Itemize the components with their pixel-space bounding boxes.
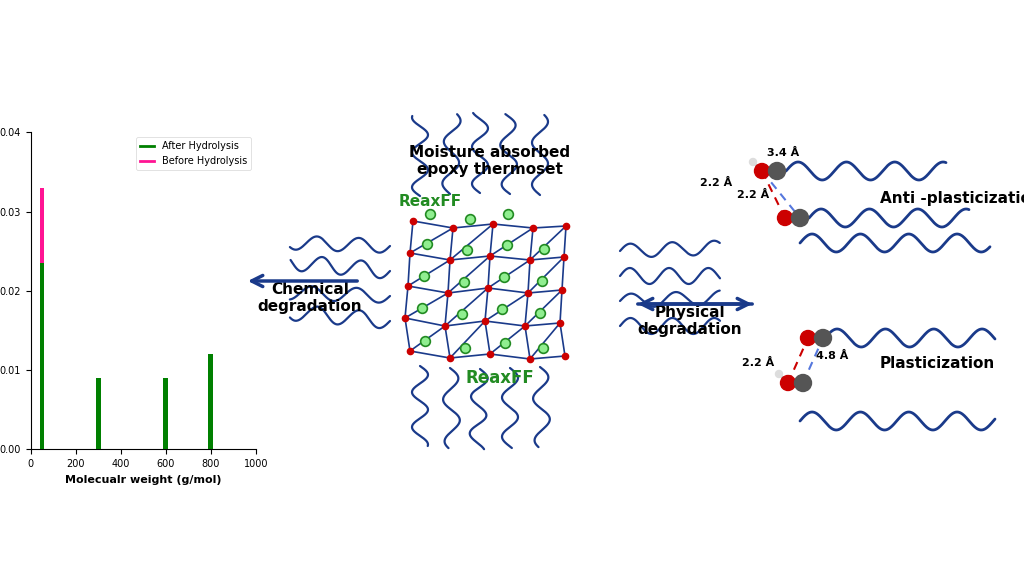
Text: 2.2 Å: 2.2 Å	[736, 190, 769, 199]
Bar	[40, 263, 44, 449]
Circle shape	[795, 374, 811, 392]
Circle shape	[814, 329, 831, 347]
Text: Moisture absorbed
epoxy thermoset: Moisture absorbed epoxy thermoset	[410, 145, 570, 177]
Text: Anti -plasticization: Anti -plasticization	[880, 191, 1024, 206]
Text: Chemical
degradation: Chemical degradation	[258, 282, 362, 314]
Text: Plasticization: Plasticization	[880, 357, 995, 372]
Bar	[209, 354, 213, 449]
Circle shape	[775, 370, 782, 377]
Text: 4.8 Å: 4.8 Å	[816, 350, 848, 361]
Circle shape	[750, 158, 757, 165]
X-axis label: Molecualr weight (g/mol): Molecualr weight (g/mol)	[66, 475, 221, 484]
Bar	[96, 378, 100, 449]
Text: Physical
degradation: Physical degradation	[638, 305, 742, 337]
Circle shape	[792, 210, 809, 226]
Bar	[40, 188, 44, 449]
Text: ReaxFF: ReaxFF	[466, 369, 535, 387]
Text: 2.2 Å: 2.2 Å	[699, 178, 732, 188]
Circle shape	[768, 162, 785, 180]
Text: 2.2 Å: 2.2 Å	[741, 358, 774, 367]
Circle shape	[801, 331, 815, 346]
Legend: After Hydrolysis, Before Hydrolysis: After Hydrolysis, Before Hydrolysis	[136, 137, 251, 170]
Text: 3.4 Å: 3.4 Å	[767, 148, 800, 158]
Text: ReaxFF: ReaxFF	[398, 194, 462, 209]
Bar	[164, 378, 168, 449]
Circle shape	[777, 210, 793, 225]
Circle shape	[780, 376, 796, 391]
Circle shape	[755, 164, 769, 179]
